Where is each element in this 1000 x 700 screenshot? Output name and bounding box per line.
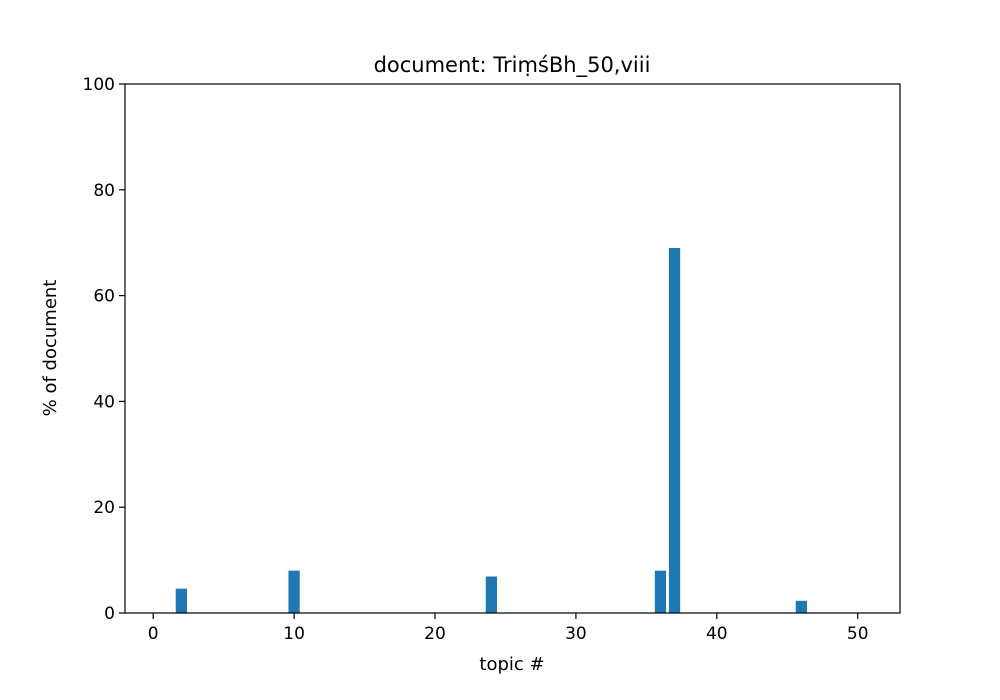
x-tick-label: 20 [424, 624, 446, 644]
y-tick-label: 80 [93, 181, 115, 201]
y-tick-label: 100 [83, 75, 115, 95]
y-tick-label: 60 [93, 287, 115, 307]
x-tick-label: 50 [847, 624, 869, 644]
bars [175, 247, 807, 614]
x-axis-label: topic # [479, 654, 544, 675]
bar-topic-2 [175, 588, 187, 613]
x-tick-label: 0 [148, 624, 159, 644]
bar-topic-37 [668, 247, 681, 614]
x-tick-label: 30 [565, 624, 587, 644]
y-tick-label: 40 [93, 392, 115, 412]
y-tick-label: 0 [104, 604, 115, 624]
x-tick-label: 10 [283, 624, 305, 644]
x-tick-label: 40 [706, 624, 728, 644]
y-tick-label: 20 [93, 498, 115, 518]
x-axis-ticks: 0 10 20 30 40 50 [148, 613, 869, 644]
plot-frame [124, 83, 901, 614]
y-axis-label: % of document [40, 280, 61, 417]
chart-title: document: TriṃśBh_50,viii [374, 53, 651, 78]
y-axis-ticks: 0 20 40 60 80 100 [83, 75, 125, 624]
bar-topic-36 [654, 570, 667, 613]
bar-topic-10 [288, 570, 300, 613]
bar-topic-46 [795, 600, 807, 613]
bar-topic-24 [485, 576, 497, 613]
